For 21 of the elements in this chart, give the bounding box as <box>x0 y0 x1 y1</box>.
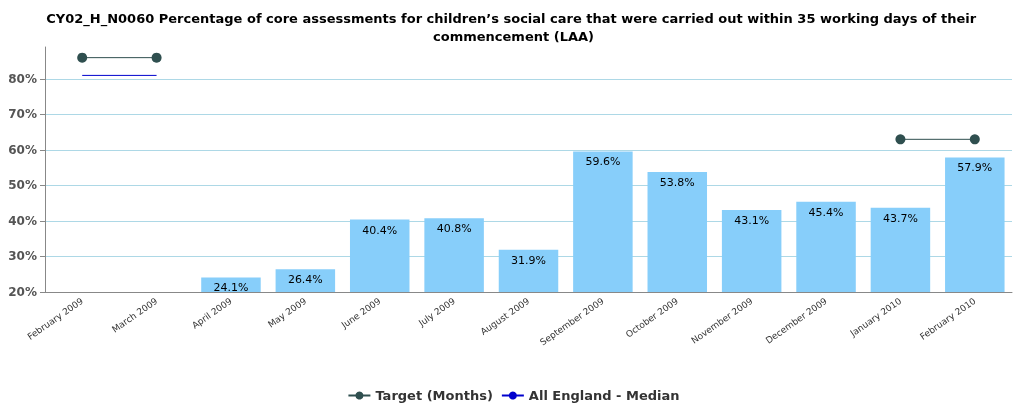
data-label: 43.7% <box>882 211 918 225</box>
y-tick-label: 40% <box>8 213 37 228</box>
data-label: 26.4% <box>287 273 323 287</box>
data-label: 24.1% <box>213 281 249 295</box>
data-label: 59.6% <box>585 155 621 169</box>
data-label: 43.1% <box>734 213 770 227</box>
legend-label: All England - Median <box>528 388 680 403</box>
y-tick-label: 30% <box>8 249 37 264</box>
data-label: 40.4% <box>362 223 398 237</box>
y-tick-label: 70% <box>8 107 37 122</box>
data-label: 31.9% <box>511 253 546 267</box>
data-label: 40.8% <box>436 222 472 236</box>
data-label: 57.9% <box>957 161 993 175</box>
y-tick-label: 50% <box>8 178 37 193</box>
chart-title: CY02_H_N0060 Percentage of core assessments for children’s social care that were carried out within 35 working days of their commencement (LAA) <box>46 10 981 44</box>
legend-label: Target (Months) <box>375 388 493 403</box>
y-tick-label: 60% <box>8 142 37 157</box>
data-label: 45.4% <box>808 205 844 219</box>
data-label: 53.8% <box>659 175 695 189</box>
y-tick-label: 20% <box>8 285 37 299</box>
y-tick-label: 80% <box>8 71 37 86</box>
